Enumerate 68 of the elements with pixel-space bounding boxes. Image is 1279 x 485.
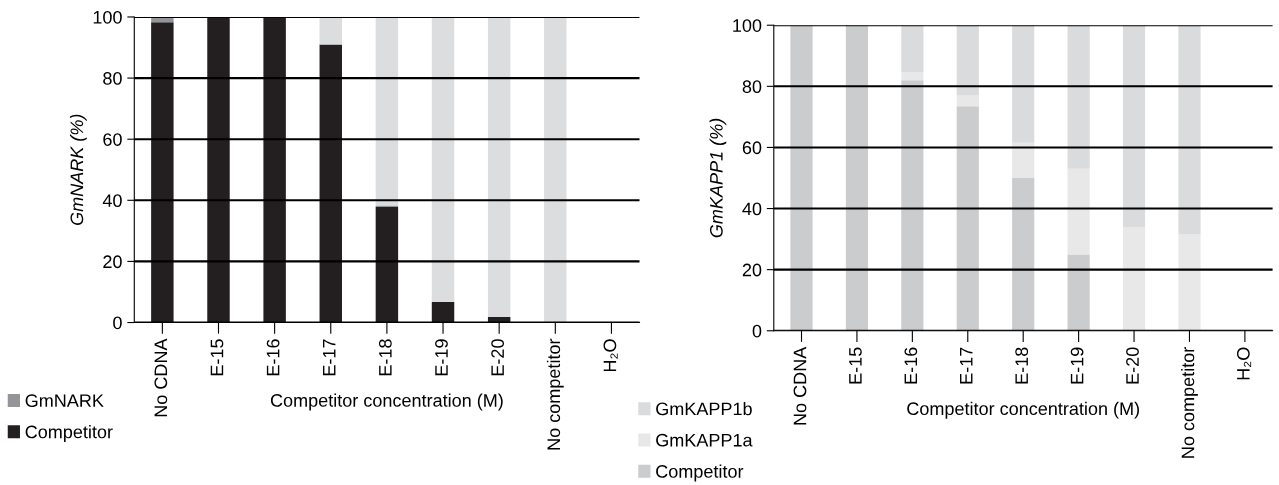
bar [1012, 25, 1035, 143]
x-tick-label: E-18 [1015, 347, 1029, 384]
bar [901, 25, 924, 73]
y-tick-label: 100 [733, 19, 762, 32]
bar [1178, 25, 1201, 235]
x-tick-label: H₂O [1236, 347, 1252, 380]
bar [790, 25, 813, 331]
bar [319, 16, 342, 45]
bar [1122, 25, 1146, 227]
bar [1067, 254, 1090, 331]
bar [1012, 177, 1035, 331]
y-tick-label: 100 [93, 10, 122, 24]
x-tick-label: E-15 [210, 339, 224, 376]
x-tick-label: No CDNA [154, 338, 168, 417]
legend-label: GmNARK [25, 394, 104, 408]
y-tick-label: 20 [103, 255, 122, 269]
bar [319, 44, 342, 323]
bar [845, 25, 869, 331]
bar [901, 72, 924, 81]
x-tick-label: No CDNA [793, 346, 807, 425]
y-tick-label: 60 [742, 141, 762, 155]
x-tick-label: H₂O [603, 339, 618, 372]
y-tick-label: 0 [752, 324, 762, 338]
x-tick-label: No competitor [546, 338, 564, 450]
x-axis-title: Competitor concentration (M) [907, 401, 1139, 419]
bar [207, 16, 230, 323]
x-tick-label: E-20 [491, 339, 505, 376]
y-tick-label: 80 [742, 80, 762, 94]
bar [375, 207, 399, 323]
bar [544, 16, 567, 323]
bar [263, 16, 286, 323]
bar [375, 16, 399, 206]
bar [956, 106, 979, 331]
x-tick-label: E-19 [1070, 347, 1084, 384]
x-tick-label: E-17 [323, 339, 336, 376]
legend-label: Competitor [656, 464, 744, 482]
x-tick-label: E-17 [960, 347, 973, 384]
bar [956, 25, 979, 96]
bar [487, 16, 511, 318]
bar [1012, 142, 1035, 178]
legend-label: GmKAPP1b [656, 402, 752, 416]
bar [1067, 168, 1090, 255]
x-tick-label: E-15 [849, 347, 862, 384]
bar [431, 302, 455, 323]
bar [1067, 25, 1090, 169]
y-tick-label: 80 [103, 72, 122, 85]
x-axis-title: Competitor concentration (M) [270, 393, 503, 411]
y-tick-label: 0 [113, 316, 122, 330]
x-tick-label: No competitor [1181, 347, 1198, 458]
legend-label: Competitor [25, 425, 113, 442]
y-tick-label: 40 [102, 194, 122, 208]
y-tick-label: 40 [742, 202, 762, 216]
y-axis-title: GmNARK (%) [69, 114, 87, 226]
bar [1122, 226, 1146, 331]
x-tick-label: E-16 [904, 347, 918, 384]
y-tick-label: 60 [103, 133, 122, 146]
bar [1178, 234, 1201, 331]
x-tick-label: E-19 [435, 339, 448, 376]
x-tick-label: E-18 [378, 339, 392, 376]
y-axis-title: GmKAPP1 (%) [709, 118, 727, 238]
bar [151, 22, 174, 323]
x-tick-label: E-16 [266, 339, 280, 376]
x-tick-label: E-20 [1126, 347, 1139, 384]
legend-label: GmKAPP1a [656, 433, 753, 447]
bar [956, 95, 979, 107]
bar [901, 80, 924, 331]
y-tick-label: 20 [742, 263, 762, 277]
bar [431, 16, 455, 303]
